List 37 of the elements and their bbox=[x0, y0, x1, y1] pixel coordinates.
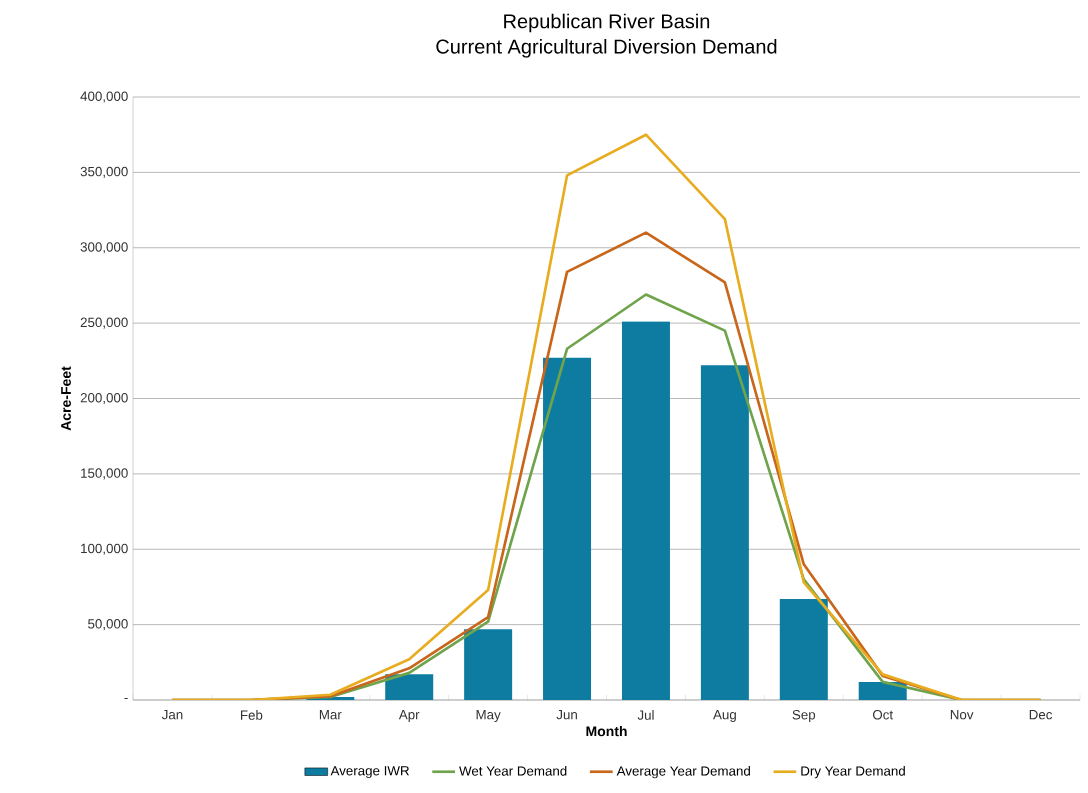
bar bbox=[543, 357, 592, 700]
bar bbox=[779, 599, 828, 700]
y-tick-label: 350,000 bbox=[80, 166, 128, 178]
x-axis-title: Month bbox=[586, 725, 627, 737]
y-tick-label: 200,000 bbox=[80, 393, 128, 405]
chart-title: Republican River Basin bbox=[504, 13, 710, 33]
x-tick-label: Sep bbox=[792, 710, 816, 723]
y-tick-label: - bbox=[124, 697, 128, 699]
bar bbox=[385, 674, 434, 700]
bar bbox=[621, 321, 670, 700]
bar bbox=[464, 629, 513, 700]
x-tick-label: Oct bbox=[872, 710, 893, 720]
x-tick-label: Jul bbox=[637, 710, 654, 720]
x-tick-label: Feb bbox=[240, 710, 263, 720]
x-tick-label: Jun bbox=[556, 710, 577, 720]
x-tick-label: Nov bbox=[950, 710, 974, 720]
line-series bbox=[171, 133, 1042, 700]
y-tick-label: 100,000 bbox=[81, 543, 128, 555]
legend-label: Average IWR bbox=[330, 766, 409, 779]
x-tick-label: Aug bbox=[713, 710, 736, 722]
x-tick-label: Mar bbox=[319, 710, 342, 720]
legend-label: Wet Year Demand bbox=[459, 765, 567, 776]
y-tick-label: 50,000 bbox=[88, 619, 128, 631]
y-axis-title: Acre-Feet bbox=[61, 366, 71, 431]
x-tick-label: Apr bbox=[398, 710, 420, 722]
x-tick-label: Dec bbox=[1029, 710, 1053, 720]
y-tick-label: 400,000 bbox=[80, 91, 128, 103]
x-tick-label: May bbox=[476, 710, 501, 722]
legend-label: Dry Year Demand bbox=[801, 765, 905, 779]
legend-label: Average Year Demand bbox=[616, 765, 750, 779]
y-tick-label: 150,000 bbox=[81, 468, 128, 480]
y-tick-label: 300,000 bbox=[80, 242, 128, 254]
x-tick-label: Jan bbox=[161, 710, 183, 720]
chart-subtitle: Current Agricultural Diversion Demand bbox=[436, 38, 777, 58]
y-tick-label: 250,000 bbox=[80, 317, 128, 329]
bar bbox=[700, 365, 749, 700]
bar bbox=[858, 681, 907, 700]
